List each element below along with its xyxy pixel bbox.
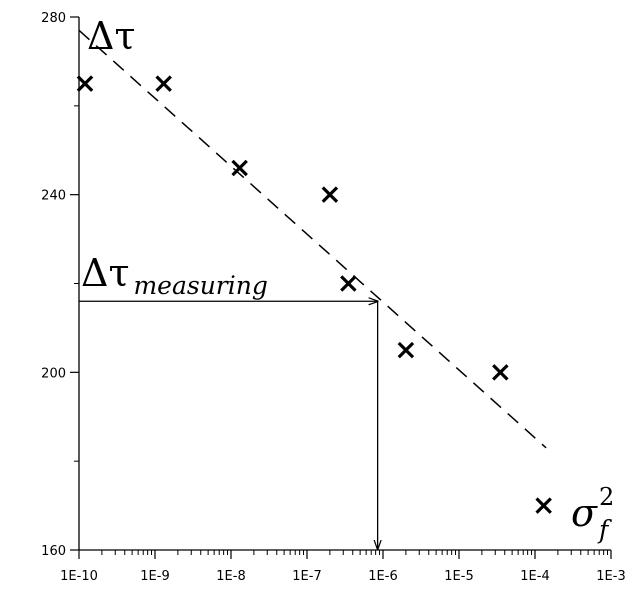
x-axis-symbol-subscript: f (597, 515, 612, 544)
x-tick-label: 1E-7 (292, 569, 321, 584)
x-tick-labels: 1E-10 1E-9 1E-8 1E-7 1E-6 1E-5 1E-4 1E-3 (60, 569, 626, 584)
x-tick-label: 1E-10 (60, 569, 98, 584)
data-point (76, 75, 94, 92)
x-major-ticks (78, 550, 612, 559)
x-axis-symbol-base: σ (571, 491, 598, 535)
y-axis-symbol: Δτ (87, 14, 135, 58)
data-point (231, 159, 248, 177)
data-point (397, 341, 415, 359)
x-tick-label: 1E-8 (216, 569, 245, 584)
x-tick-label: 1E-6 (368, 569, 397, 584)
x-tick-label: 1E-9 (140, 569, 169, 584)
x-axis-symbol-superscript: 2 (599, 483, 614, 511)
y-tick-label: 240 (41, 189, 66, 204)
y-tick-label: 200 (41, 366, 66, 381)
x-tick-label: 1E-4 (520, 569, 549, 584)
measurement-label-symbol: Δτ (81, 251, 129, 295)
data-point (321, 186, 339, 203)
data-point (155, 75, 172, 92)
x-axis-symbol: σ 2 f (571, 483, 614, 544)
y-tick-labels: 160 200 240 280 (41, 11, 66, 559)
x-tick-label: 1E-3 (596, 569, 625, 584)
data-point (535, 497, 552, 514)
y-tick-label: 280 (41, 11, 66, 26)
data-point (492, 364, 509, 381)
measurement-label-subscript: measuring (133, 271, 267, 300)
fit-line (78, 29, 547, 449)
data-points (76, 75, 552, 514)
y-ticks (70, 16, 79, 551)
measurement-label: Δτ measuring (81, 251, 268, 300)
y-axis-symbol-text: Δτ (87, 14, 135, 58)
y-tick-label: 160 (41, 544, 66, 559)
data-point (340, 275, 357, 292)
x-tick-label: 1E-5 (444, 569, 473, 584)
x-minor-ticks (101, 550, 609, 555)
